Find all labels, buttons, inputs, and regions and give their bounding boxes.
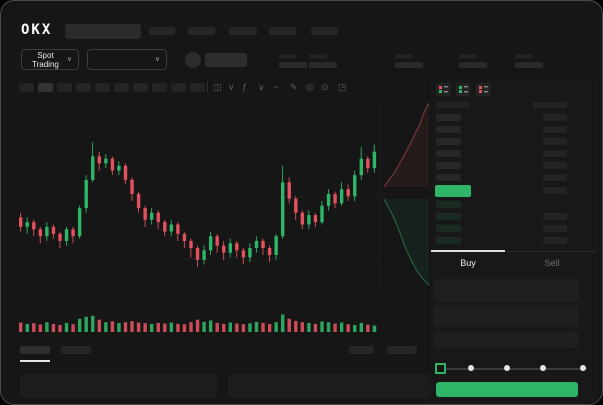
orderbook-panel: Buy Sell [431,79,597,401]
bid-price-placeholder[interactable] [436,213,461,220]
nav-item[interactable] [149,27,175,35]
stat-value-placeholder [395,62,423,68]
chevron-down-icon[interactable]: ∨ [258,82,265,92]
tabs-divider [431,251,597,252]
stat-value-placeholder [309,62,337,68]
tab-buy[interactable]: Buy [460,258,476,268]
orderbook-col-header-price [436,102,470,108]
ask-amount-placeholder[interactable] [543,150,567,157]
timeframe-button[interactable] [152,83,167,92]
timeframe-button[interactable] [95,83,110,92]
orderbook-col-header-amount [533,102,567,108]
bottom-panel-1[interactable] [20,374,217,398]
market-type-dropdown[interactable]: Spot Trading ∨ [21,49,79,70]
book-combined-icon-glyph [439,86,448,93]
book-bids-icon[interactable] [456,83,470,96]
book-asks-icon-glyph [479,86,488,93]
okx-logo: OKX [21,22,53,38]
timeframe-button[interactable] [57,83,72,92]
nav-item[interactable] [311,27,338,35]
stat-label-placeholder [279,54,297,59]
coin-avatar [185,52,201,68]
draw-tool-icon[interactable]: ✎ [290,82,298,92]
ask-price-placeholder[interactable] [436,114,461,121]
book-asks-icon[interactable] [476,83,490,96]
ask-amount-placeholder[interactable] [543,126,567,133]
nav-item[interactable] [229,27,257,35]
timeframe-button[interactable] [190,83,205,92]
bottom-panel-2[interactable] [228,374,431,398]
fullscreen-icon[interactable]: ◳ [338,82,347,92]
order-input-field[interactable] [433,331,579,348]
bid-price-placeholder[interactable] [436,201,461,208]
chart-tab[interactable] [20,346,50,354]
market-type-label: Spot Trading [32,50,59,69]
price-chart[interactable] [16,99,430,339]
tab-sell[interactable]: Sell [544,258,560,268]
slider-dot[interactable] [468,365,474,371]
timeframe-button[interactable] [171,83,186,92]
bid-amount-placeholder[interactable] [543,237,567,244]
nav-item[interactable] [269,27,296,35]
ask-price-placeholder[interactable] [436,162,461,169]
buy-tab-indicator [431,250,505,252]
chart-tab-action[interactable] [349,346,374,354]
candlestick-chart-svg [16,99,430,332]
candle-style-icon[interactable]: ◫ [213,82,222,92]
settings-icon[interactable]: ◎ [306,82,314,92]
stat-label-placeholder [459,54,477,59]
order-input-field[interactable] [433,305,579,327]
chevron-down-icon: ∨ [66,56,72,63]
toolbar-divider [207,81,208,93]
stat-value-placeholder [459,62,487,68]
chevron-down-icon: ∨ [154,56,160,63]
stat-label-placeholder [515,54,533,59]
stat-value-placeholder [279,62,307,68]
chart-tab[interactable] [61,346,91,354]
timeframe-button[interactable] [76,83,91,92]
pair-name-placeholder [205,53,247,67]
ask-amount-placeholder[interactable] [543,138,567,145]
slider-dot[interactable] [580,365,586,371]
book-combined-icon[interactable] [436,83,450,96]
stat-label-placeholder [395,54,413,59]
bid-amount-placeholder[interactable] [543,213,567,220]
chevron-down-icon[interactable]: ∨ [228,82,235,92]
ask-price-placeholder[interactable] [436,150,461,157]
snapshot-icon[interactable]: ⊙ [321,82,329,92]
stat-value-placeholder [515,62,543,68]
ask-amount-placeholder[interactable] [543,174,567,181]
ask-amount-placeholder[interactable] [543,114,567,121]
last-price-amount-placeholder [543,187,567,194]
indicators-icon[interactable]: ƒ [242,82,248,92]
timeframe-button[interactable] [133,83,148,92]
pair-dropdown[interactable]: ∨ [87,49,167,70]
ask-amount-placeholder[interactable] [543,162,567,169]
bid-price-placeholder[interactable] [436,225,461,232]
chart-tab-action[interactable] [387,346,417,354]
slider-dot[interactable] [540,365,546,371]
ask-price-placeholder[interactable] [436,126,461,133]
search-input[interactable] [65,24,141,39]
buy-submit-button[interactable] [436,382,578,397]
order-input-field[interactable] [433,279,579,302]
bid-amount-placeholder[interactable] [543,225,567,232]
last-price-highlight[interactable] [435,185,471,197]
stat-label-placeholder [309,54,327,59]
active-tab-indicator [20,360,50,362]
timeframe-button[interactable] [38,83,53,92]
book-bids-icon-glyph [459,86,468,93]
slider-dot[interactable] [435,363,446,374]
amount-slider[interactable] [436,368,587,370]
slider-dot[interactable] [504,365,510,371]
timeframe-button[interactable] [114,83,129,92]
ask-price-placeholder[interactable] [436,174,461,181]
nav-item[interactable] [188,27,215,35]
line-tool-icon[interactable]: ~ [273,82,279,92]
ask-price-placeholder[interactable] [436,138,461,145]
timeframe-button[interactable] [19,83,34,92]
bid-price-placeholder[interactable] [436,237,461,244]
